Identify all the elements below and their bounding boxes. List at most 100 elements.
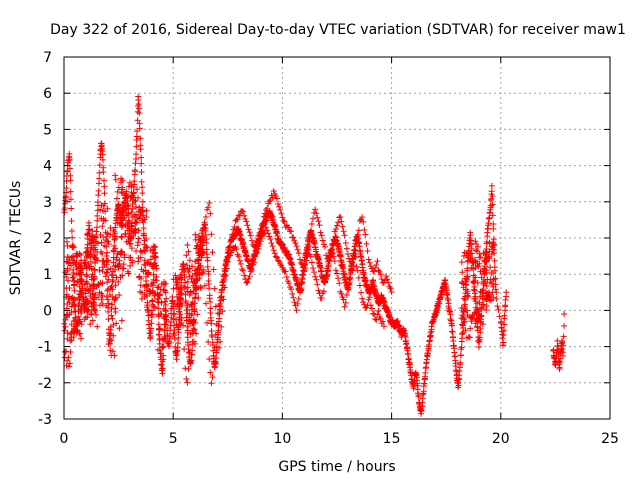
data-point <box>376 268 383 275</box>
data-point <box>107 284 114 291</box>
data-point <box>148 320 155 327</box>
data-point <box>260 213 267 220</box>
data-point <box>205 204 212 211</box>
data-point <box>68 217 75 224</box>
data-point <box>243 218 250 225</box>
data-point <box>486 248 493 255</box>
data-point <box>137 135 144 142</box>
data-point <box>474 279 481 286</box>
data-point <box>331 228 338 235</box>
data-point <box>144 259 151 266</box>
data-point <box>115 262 122 269</box>
data-point <box>68 334 75 341</box>
data-point <box>477 254 484 261</box>
data-point <box>134 108 141 115</box>
data-point <box>248 237 255 244</box>
data-point <box>361 226 368 233</box>
data-point <box>149 253 156 260</box>
data-point <box>461 304 468 311</box>
data-point <box>138 160 145 167</box>
data-point <box>206 285 213 292</box>
data-point <box>360 218 367 225</box>
data-point <box>461 318 468 325</box>
data-point <box>194 265 201 272</box>
data-point <box>490 294 497 301</box>
data-point <box>87 251 94 258</box>
data-point <box>375 307 382 314</box>
data-point <box>330 236 337 243</box>
data-point <box>195 232 202 239</box>
data-point <box>143 207 150 214</box>
data-point <box>110 321 117 328</box>
data-point <box>99 250 106 257</box>
data-point <box>132 203 139 210</box>
data-point <box>141 261 148 268</box>
data-point <box>92 233 99 240</box>
data-point <box>472 309 479 316</box>
data-point <box>64 329 71 336</box>
axis-ticks <box>63 56 611 420</box>
data-point <box>78 287 85 294</box>
data-point <box>304 245 311 252</box>
data-point <box>500 327 507 334</box>
data-point <box>448 322 455 329</box>
data-point <box>89 317 96 324</box>
data-point <box>120 265 127 272</box>
y-tick-label: 7 <box>43 50 52 66</box>
data-point <box>384 276 391 283</box>
data-point <box>132 197 139 204</box>
data-point <box>143 235 150 242</box>
data-point <box>362 231 369 238</box>
data-point <box>490 240 497 247</box>
data-point <box>145 307 152 314</box>
data-point <box>469 312 476 319</box>
data-point <box>76 330 83 337</box>
data-point <box>97 279 104 286</box>
data-point <box>136 215 143 222</box>
data-point <box>91 266 98 273</box>
data-point <box>315 287 322 294</box>
data-point <box>146 287 153 294</box>
data-point <box>75 270 82 277</box>
data-point <box>147 247 154 254</box>
data-point <box>84 231 91 238</box>
data-point <box>288 286 295 293</box>
data-point <box>343 245 350 252</box>
data-point <box>166 338 173 345</box>
data-point <box>472 320 479 327</box>
data-point <box>66 360 73 367</box>
data-point <box>503 289 510 296</box>
y-tick-label: -1 <box>38 340 52 356</box>
data-point <box>488 269 495 276</box>
data-point <box>71 325 78 332</box>
y-tick-label: 4 <box>43 159 52 175</box>
data-point <box>458 344 465 351</box>
data-point <box>192 270 199 277</box>
data-point <box>480 301 487 308</box>
data-point <box>78 291 85 298</box>
data-point <box>317 229 324 236</box>
data-point <box>341 303 348 310</box>
data-point <box>291 299 298 306</box>
data-point <box>308 220 315 227</box>
data-point <box>422 369 429 376</box>
data-point <box>476 334 483 341</box>
data-point <box>129 192 136 199</box>
data-point <box>138 266 145 273</box>
data-point <box>366 294 373 301</box>
data-point <box>257 238 264 245</box>
data-point <box>188 301 195 308</box>
data-point <box>104 249 111 256</box>
data-point <box>167 333 174 340</box>
data-point <box>138 178 145 185</box>
data-point <box>270 187 277 194</box>
data-point <box>111 228 118 235</box>
data-point <box>470 278 477 285</box>
data-point <box>241 212 248 219</box>
data-point <box>194 242 201 249</box>
data-point <box>81 257 88 264</box>
data-point <box>140 232 147 239</box>
data-point <box>231 224 238 231</box>
data-point <box>119 222 126 229</box>
data-point <box>378 276 385 283</box>
